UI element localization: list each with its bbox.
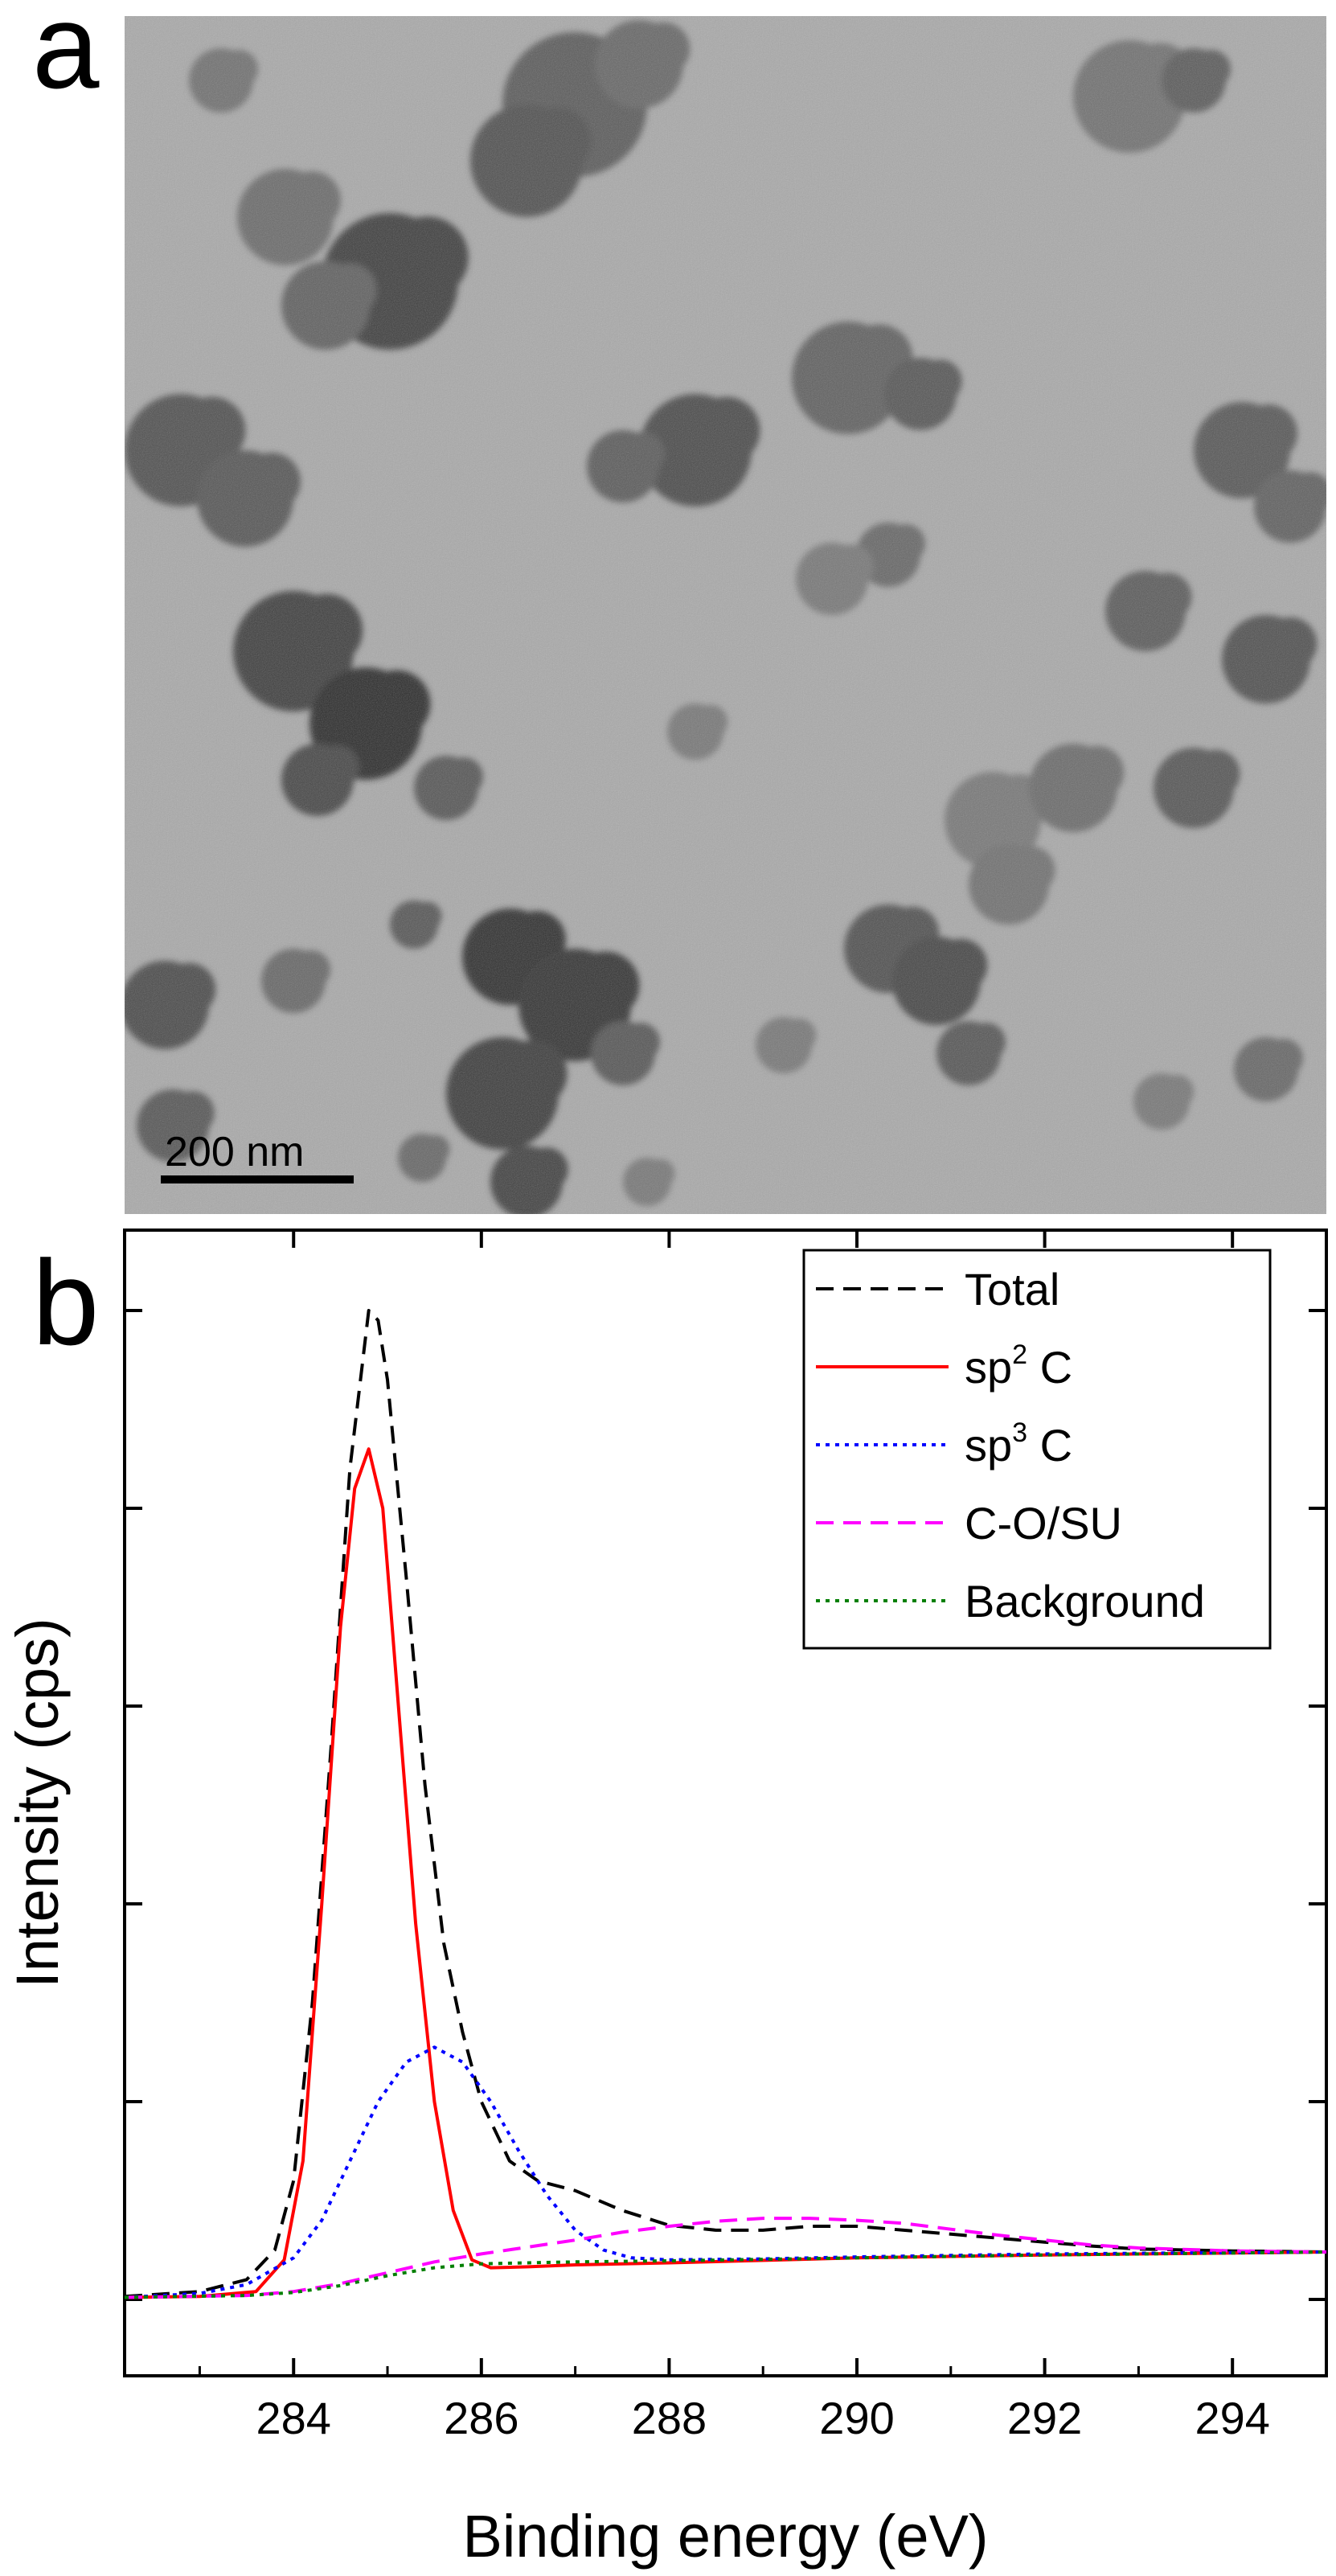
x-tick-label: 288 [632,2393,707,2443]
legend-box [802,1249,1272,1650]
series-line-total [124,1309,1327,2299]
x-tick-label: 286 [444,2393,518,2443]
xps-chart-svg: 284 286 288 290 292 294 Binding energy (eV) I… [4,1229,1328,2570]
scale-bar-label: 200 nm [165,1129,304,1175]
x-tick-label: 294 [1195,2393,1269,2443]
x-axis-label: Binding energy (eV) [462,2503,988,2570]
scale-bar-line [161,1175,354,1183]
series-line-background [124,2250,1327,2299]
legend-label: sp3 C [965,1417,1072,1471]
legend-label: Background [965,1576,1205,1626]
plot-frame [123,1229,1328,2377]
x-tick-label: 292 [1007,2393,1082,2443]
axis-ticks [125,1230,1328,2376]
tem-micrograph: 200 nm [125,16,1326,1214]
y-axis-label: Intensity (cps) [4,1618,71,1988]
tem-noise [125,16,1326,1214]
scale-bar: 200 nm [161,1129,354,1183]
legend-label: Total [965,1264,1059,1315]
x-tick-labels: 284 286 288 290 292 294 [256,2393,1270,2443]
x-tick-label: 290 [819,2393,894,2443]
panel-a-label: a [32,0,100,113]
legend-label: C-O/SU [965,1498,1122,1548]
x-tick-label: 284 [256,2393,331,2443]
panel-b-label: b [32,1235,100,1370]
series-line-c-o-su [124,2217,1327,2299]
series-line-sp2-c [124,1447,1327,2299]
legend: Total sp2 C sp3 C C-O/SU Background [802,1249,1272,1650]
xps-chart: 284 286 288 290 292 294 Binding energy (eV) I… [0,1206,1336,2576]
tem-image: 200 nm [125,16,1326,1214]
legend-label: sp2 C [965,1339,1072,1393]
series-lines [124,1309,1327,2299]
